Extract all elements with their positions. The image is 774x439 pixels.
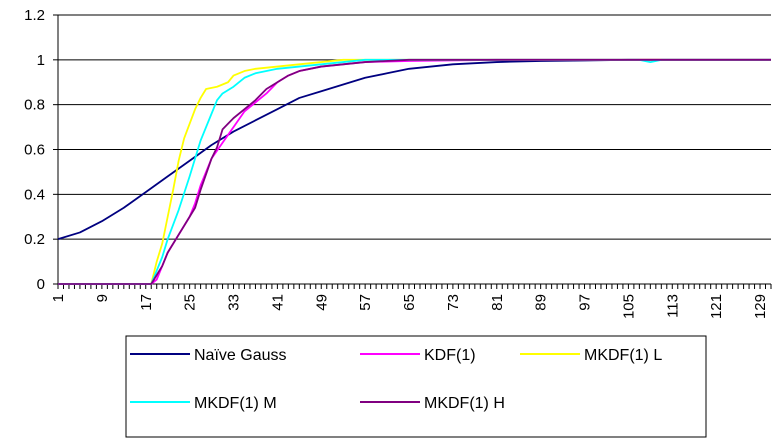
legend-label-1: KDF(1) xyxy=(424,347,476,364)
y-tick-label: 1.2 xyxy=(24,7,45,24)
x-tick-label: 121 xyxy=(708,294,725,319)
x-tick-label: 65 xyxy=(401,294,418,311)
x-axis: 1 9 17 25 33 41 49 57 65 73 81 89 97 105 113 121 129 xyxy=(50,283,772,319)
legend-box xyxy=(125,335,707,438)
legend-label-2: MKDF(1) L xyxy=(584,347,662,364)
x-tick-label: 41 xyxy=(269,294,286,311)
x-tick-label: 49 xyxy=(313,294,330,311)
x-tick-label: 1 xyxy=(50,294,67,302)
x-tick-label: 89 xyxy=(533,294,550,311)
x-tick-label: 9 xyxy=(94,294,111,302)
legend: Naïve Gauss KDF(1) MKDF(1) L MKDF(1) M MKDF(… xyxy=(125,335,707,438)
series-line-0 xyxy=(57,58,771,241)
y-tick-label: 0.6 xyxy=(24,142,45,159)
y-tick-label: 1 xyxy=(37,52,45,69)
x-tick-label: 105 xyxy=(620,294,637,319)
x-tick-label: 97 xyxy=(577,294,594,311)
x-tick-label: 113 xyxy=(664,294,681,318)
x-tick-label: 33 xyxy=(226,294,243,311)
x-tick-label: 81 xyxy=(489,294,506,311)
y-tick-label: 0.8 xyxy=(24,97,45,114)
x-tick-label: 17 xyxy=(138,294,155,311)
gridlines xyxy=(58,14,771,240)
y-tick-label: 0.4 xyxy=(24,186,45,203)
legend-label-4: MKDF(1) H xyxy=(424,395,505,412)
x-tick-label: 73 xyxy=(445,294,462,311)
legend-label-3: MKDF(1) M xyxy=(194,395,277,412)
series-lines xyxy=(57,58,771,285)
series-line-3 xyxy=(58,58,771,285)
x-tick-label: 129 xyxy=(752,294,769,319)
y-axis: 0 0.2 0.4 0.6 0.8 1 1.2 xyxy=(24,7,59,293)
series-line-4 xyxy=(58,58,771,285)
legend-label-0: Naïve Gauss xyxy=(194,347,286,364)
series-line-2 xyxy=(58,58,771,285)
x-tick-label: 25 xyxy=(182,294,199,311)
x-tick-label: 57 xyxy=(357,294,374,311)
y-tick-label: 0 xyxy=(37,276,45,293)
y-tick-label: 0.2 xyxy=(24,231,45,248)
